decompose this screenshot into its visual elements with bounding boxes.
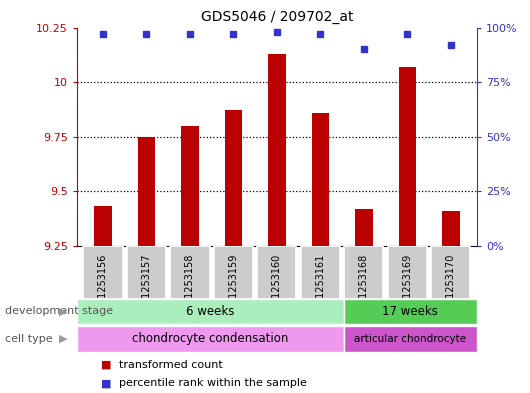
Text: GSM1253157: GSM1253157: [142, 253, 152, 319]
Bar: [225, 110, 242, 246]
Bar: [268, 54, 286, 246]
Text: GSM1253158: GSM1253158: [185, 253, 195, 319]
FancyBboxPatch shape: [388, 246, 427, 299]
Text: ▶: ▶: [59, 307, 68, 316]
Text: ▶: ▶: [59, 334, 68, 344]
Text: GSM1253170: GSM1253170: [446, 253, 456, 319]
Text: GSM1253156: GSM1253156: [98, 253, 108, 319]
FancyBboxPatch shape: [343, 326, 477, 352]
Bar: [442, 211, 460, 246]
Text: GSM1253169: GSM1253169: [402, 253, 412, 319]
Text: percentile rank within the sample: percentile rank within the sample: [119, 378, 307, 388]
Text: 6 weeks: 6 weeks: [186, 305, 234, 318]
Bar: [399, 67, 416, 246]
Text: GSM1253159: GSM1253159: [228, 253, 239, 319]
Text: GSM1253161: GSM1253161: [315, 253, 325, 319]
Text: articular chondrocyte: articular chondrocyte: [354, 334, 466, 344]
Text: GSM1253168: GSM1253168: [359, 253, 369, 319]
Bar: [138, 136, 155, 246]
Text: transformed count: transformed count: [119, 360, 223, 370]
Text: cell type: cell type: [5, 334, 53, 344]
Text: chondrocyte condensation: chondrocyte condensation: [132, 332, 288, 345]
FancyBboxPatch shape: [77, 299, 343, 324]
Text: ■: ■: [101, 360, 111, 370]
FancyBboxPatch shape: [343, 299, 477, 324]
FancyBboxPatch shape: [431, 246, 471, 299]
FancyBboxPatch shape: [170, 246, 209, 299]
Text: GSM1253160: GSM1253160: [272, 253, 282, 319]
Text: development stage: development stage: [5, 307, 113, 316]
Text: 17 weeks: 17 weeks: [382, 305, 438, 318]
FancyBboxPatch shape: [83, 246, 122, 299]
Bar: [355, 209, 373, 246]
FancyBboxPatch shape: [344, 246, 384, 299]
Text: ■: ■: [101, 378, 111, 388]
Bar: [94, 206, 112, 246]
Bar: [312, 112, 329, 246]
FancyBboxPatch shape: [77, 326, 343, 352]
FancyBboxPatch shape: [127, 246, 166, 299]
FancyBboxPatch shape: [214, 246, 253, 299]
FancyBboxPatch shape: [301, 246, 340, 299]
Title: GDS5046 / 209702_at: GDS5046 / 209702_at: [201, 10, 353, 24]
Bar: [181, 126, 199, 246]
FancyBboxPatch shape: [258, 246, 296, 299]
